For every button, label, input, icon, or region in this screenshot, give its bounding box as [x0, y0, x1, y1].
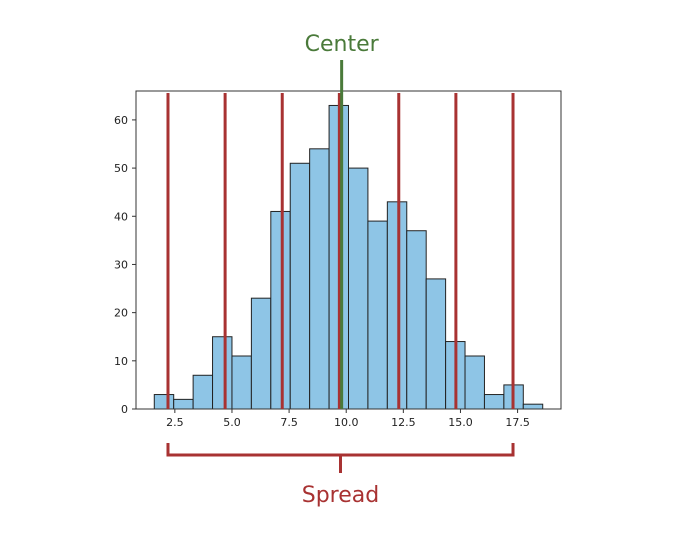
histogram-bar-15: [425, 278, 447, 410]
x-tick-label: 15.0: [448, 416, 473, 429]
y-tick-label: 0: [121, 403, 128, 416]
x-tick-label: 2.5: [166, 416, 184, 429]
histogram-bar-18: [483, 394, 505, 410]
y-tick-label: 10: [114, 355, 128, 368]
y-tick-label: 40: [114, 210, 128, 223]
histogram-bar-8: [289, 162, 311, 410]
spread-label: Spread: [302, 483, 379, 508]
x-tick-label: 10.0: [334, 416, 359, 429]
x-tick-label: 12.5: [391, 416, 416, 429]
x-tick-label: 17.5: [505, 416, 530, 429]
histogram-bar-14: [406, 230, 427, 410]
histogram-bar-11: [348, 167, 369, 410]
histogram-bar-6: [250, 297, 272, 410]
y-tick-label: 20: [114, 307, 128, 320]
histogram-bar-3: [192, 374, 214, 410]
histogram-bar-12: [367, 220, 388, 410]
histogram-bar-5: [231, 355, 252, 410]
histogram-bar-7: [270, 210, 291, 410]
histogram-bar-9: [309, 148, 330, 410]
x-tick-label: 7.5: [280, 416, 298, 429]
plot-frame: [135, 90, 562, 410]
histogram-bar-4: [212, 336, 233, 410]
center-label: Center: [305, 32, 380, 57]
x-tick-label: 5.0: [223, 416, 241, 429]
y-tick-label: 60: [114, 114, 128, 127]
y-tick-label: 50: [114, 162, 128, 175]
histogram-bar-13: [386, 201, 408, 410]
histogram-bar-1: [153, 394, 175, 410]
histogram-bar-17: [464, 355, 485, 410]
y-tick-label: 30: [114, 258, 128, 271]
spread-bracket: [166, 443, 515, 457]
histogram-bar-20: [522, 403, 544, 410]
histogram-bar-2: [173, 398, 194, 410]
